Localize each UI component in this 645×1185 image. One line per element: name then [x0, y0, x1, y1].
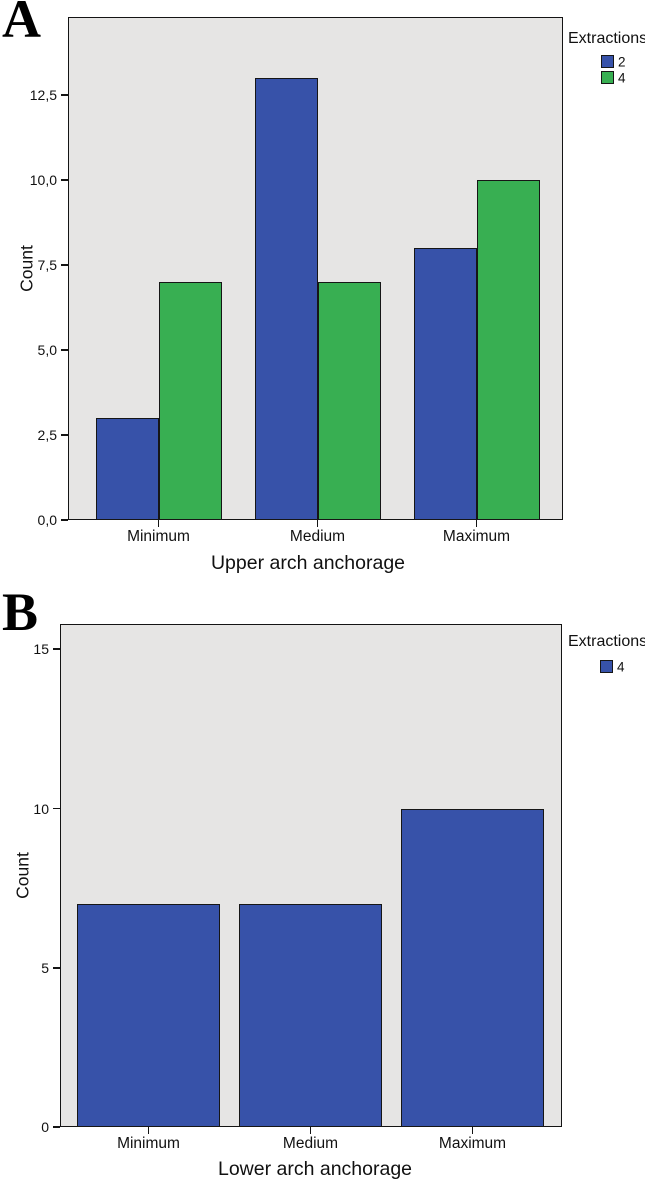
- y-tick-label: 10: [33, 800, 49, 817]
- y-tick-label: 5,0: [37, 342, 57, 359]
- y-tick-label: 10,0: [29, 172, 57, 189]
- y-tick-mark: [61, 349, 68, 351]
- y-tick-mark: [53, 807, 60, 810]
- y-tick-label: 2,5: [37, 427, 57, 444]
- x-tick-mark: [316, 520, 319, 527]
- category-label: Medium: [289, 528, 346, 545]
- legend-item-label: 4: [618, 70, 626, 86]
- bar-4-medium: [317, 282, 381, 520]
- x-axis-title-lower: Lower arch anchorage: [217, 1158, 413, 1180]
- category-label: Minimum: [127, 528, 190, 545]
- category-label: Maximum: [442, 528, 511, 545]
- legend-title-upper: Extractions: [568, 30, 645, 47]
- bar-2-medium: [254, 78, 318, 520]
- x-tick-mark: [475, 520, 478, 527]
- x-axis-title-upper: Upper arch anchorage: [210, 552, 406, 574]
- y-tick-mark: [61, 434, 68, 436]
- category-label: Minimum: [117, 1135, 180, 1152]
- bar-4-maximum: [476, 180, 540, 520]
- y-tick-mark: [61, 264, 68, 266]
- y-tick-label: 5: [41, 959, 49, 976]
- y-tick-label: 15: [33, 641, 49, 658]
- y-tick-label: 12,5: [29, 87, 57, 104]
- bar-2-minimum: [95, 418, 159, 520]
- legend-item-label: 4: [617, 659, 625, 675]
- x-tick-mark: [471, 1127, 474, 1134]
- x-tick-mark: [147, 1127, 150, 1134]
- panel-a-label: A: [2, 0, 41, 49]
- bar-4-minimum: [77, 904, 220, 1127]
- y-tick-label: 0: [41, 1119, 49, 1135]
- y-tick-mark: [53, 648, 60, 651]
- bar-4-medium: [239, 904, 382, 1127]
- category-label: Maximum: [438, 1135, 507, 1152]
- legend-swatch: [601, 71, 614, 84]
- legend-title-lower: Extractions: [568, 633, 645, 650]
- y-tick-label: 0,0: [37, 512, 57, 528]
- bar-2-maximum: [413, 248, 477, 520]
- x-tick-mark: [157, 520, 160, 527]
- category-label: Medium: [282, 1135, 339, 1152]
- y-tick-mark: [53, 1126, 60, 1128]
- legend-item-label: 2: [618, 54, 626, 70]
- y-tick-label: 7,5: [37, 257, 57, 274]
- bar-4-maximum: [401, 809, 544, 1127]
- y-tick-mark: [61, 519, 68, 521]
- y-tick-mark: [53, 966, 60, 969]
- y-axis-title-lower: Count: [12, 852, 33, 899]
- legend-swatch: [600, 660, 613, 673]
- y-tick-mark: [61, 179, 68, 181]
- x-tick-mark: [309, 1127, 312, 1134]
- legend-swatch: [601, 55, 614, 68]
- y-tick-mark: [61, 94, 68, 96]
- bar-4-minimum: [158, 282, 222, 520]
- panel-b-label: B: [2, 582, 39, 642]
